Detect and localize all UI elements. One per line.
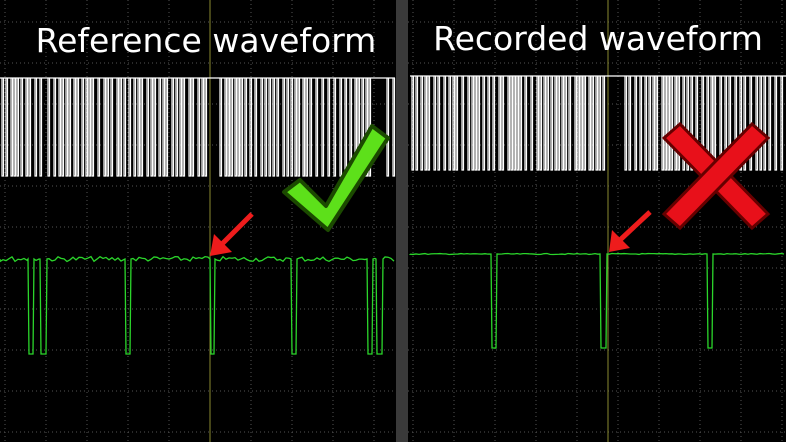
analog-waveform bbox=[0, 255, 395, 355]
panel-title: Recorded waveform bbox=[433, 19, 763, 58]
divider bbox=[396, 0, 408, 442]
waveforms bbox=[0, 75, 786, 355]
arrow bbox=[210, 212, 254, 256]
panel-title: Reference waveform bbox=[36, 21, 377, 60]
analog-waveform bbox=[409, 252, 785, 349]
check-icon bbox=[282, 124, 390, 232]
digital-waveform bbox=[0, 77, 396, 177]
cross-icon bbox=[661, 121, 771, 231]
arrow bbox=[609, 210, 652, 252]
